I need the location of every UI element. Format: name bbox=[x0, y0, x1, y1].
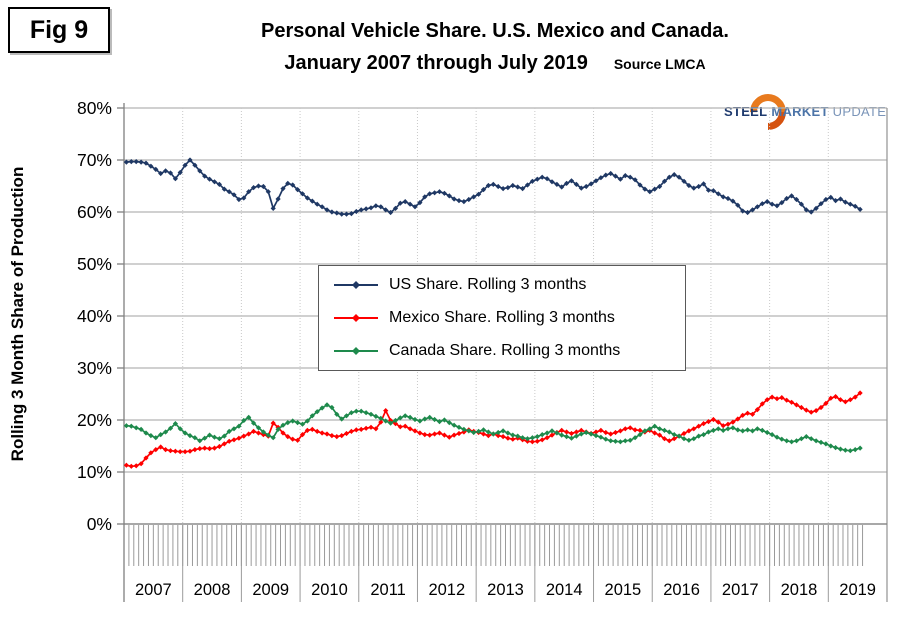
legend-marker-canada-icon bbox=[334, 347, 378, 356]
year-label: 2007 bbox=[135, 581, 172, 599]
figure-label: Fig 9 bbox=[8, 7, 110, 53]
legend-label-mexico: Mexico Share. Rolling 3 months bbox=[389, 308, 615, 326]
legend-marker-mexico-icon bbox=[334, 313, 378, 322]
y-tick-label: 80% bbox=[77, 98, 112, 118]
legend-item-us: US Share. Rolling 3 months bbox=[319, 276, 685, 294]
y-tick-label: 0% bbox=[87, 514, 112, 534]
series-markers-us bbox=[123, 157, 863, 217]
year-label: 2015 bbox=[605, 581, 642, 599]
figure-label-text: Fig 9 bbox=[29, 15, 89, 44]
year-label: 2008 bbox=[194, 581, 231, 599]
year-label: 2012 bbox=[428, 581, 465, 599]
series-line-canada bbox=[126, 403, 861, 452]
chart-subtitle: January 2007 through July 2019 Source LMC… bbox=[110, 52, 880, 75]
legend-label-us: US Share. Rolling 3 months bbox=[389, 275, 587, 293]
y-tick-label: 10% bbox=[77, 462, 112, 482]
y-tick-label: 50% bbox=[77, 254, 112, 274]
year-label: 2016 bbox=[663, 581, 700, 599]
y-tick-label: 20% bbox=[77, 410, 112, 430]
chart-subtitle-text: January 2007 through July 2019 bbox=[284, 52, 588, 74]
year-label: 2010 bbox=[311, 581, 348, 599]
year-label: 2011 bbox=[370, 581, 405, 599]
chart-title: Personal Vehicle Share. U.S. Mexico and … bbox=[261, 20, 729, 42]
year-label: 2019 bbox=[839, 581, 876, 599]
y-tick-label: 30% bbox=[77, 358, 112, 378]
y-tick-label: 70% bbox=[77, 150, 112, 170]
legend-label-canada: Canada Share. Rolling 3 months bbox=[389, 342, 621, 360]
source-label: Source LMCA bbox=[613, 56, 706, 72]
y-tick-label: 40% bbox=[77, 306, 112, 326]
chart-legend: US Share. Rolling 3 months Mexico Share.… bbox=[318, 265, 686, 371]
series-line-us bbox=[126, 158, 861, 215]
year-label: 2018 bbox=[781, 581, 818, 599]
y-tick-label: 60% bbox=[77, 202, 112, 222]
legend-marker-us-icon bbox=[334, 280, 378, 289]
series-markers-canada bbox=[123, 402, 863, 454]
year-label: 2009 bbox=[252, 581, 289, 599]
legend-item-canada: Canada Share. Rolling 3 months bbox=[319, 342, 685, 360]
year-label: 2013 bbox=[487, 581, 524, 599]
legend-item-mexico: Mexico Share. Rolling 3 months bbox=[319, 309, 685, 327]
year-label: 2017 bbox=[722, 581, 759, 599]
chart-header: Personal Vehicle Share. U.S. Mexico and … bbox=[110, 20, 880, 75]
year-label: 2014 bbox=[546, 581, 583, 599]
